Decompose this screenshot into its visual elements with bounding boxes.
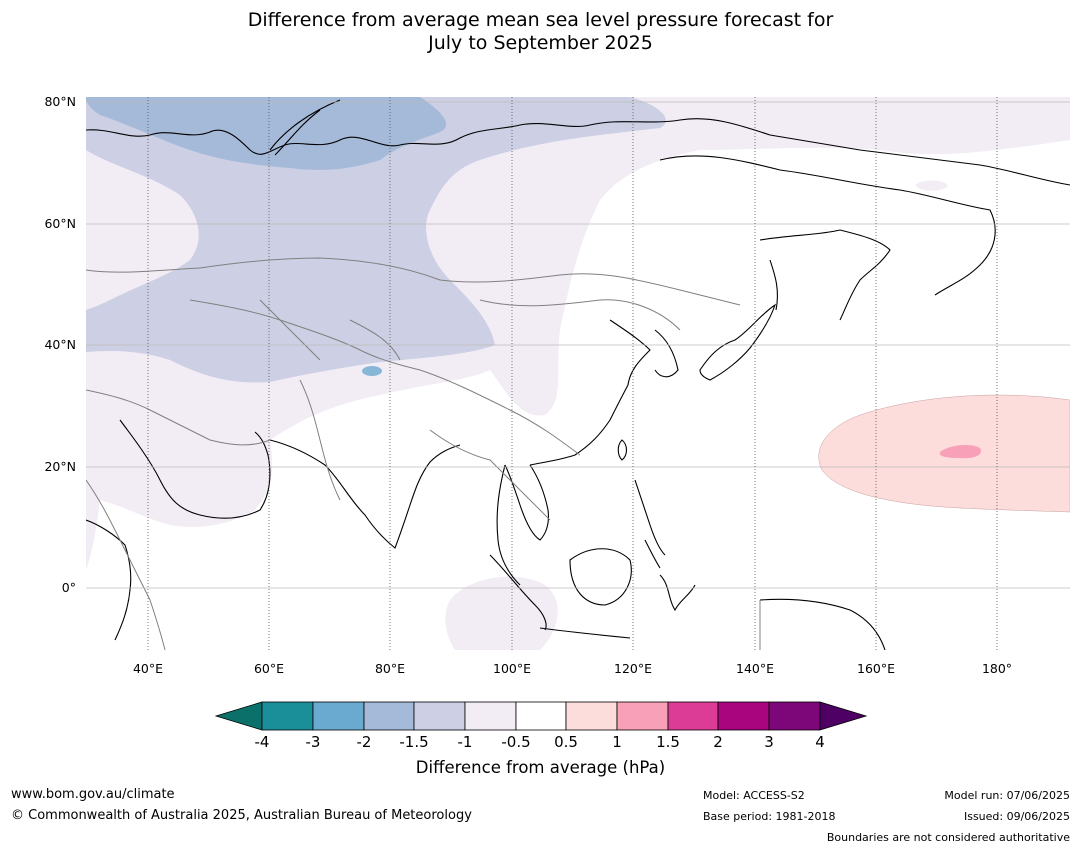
colorbar-swatch: [616, 701, 669, 731]
lat-label: 40°N: [44, 337, 76, 352]
colorbar-tick-label: -3: [305, 733, 321, 751]
colorbar-tick-label: 3: [764, 733, 774, 751]
title-line-1: Difference from average mean sea level p…: [247, 9, 834, 31]
anomaly-region-minus-0.5-ne: [660, 97, 1070, 155]
lon-label: 40°E: [132, 661, 164, 676]
base-period: Base period: 1981-2018: [703, 810, 836, 823]
lat-label: 0°: [61, 580, 76, 595]
lat-label: 60°N: [44, 216, 76, 231]
lat-label: 20°N: [44, 459, 76, 474]
colorbar-tick-label: -1.5: [399, 733, 429, 751]
title-line-2: July to September 2025: [428, 32, 653, 54]
colorbar-tick-label: -2: [356, 733, 372, 751]
anomaly-region-minus-0.5-sea: [445, 576, 558, 650]
lon-label: 80°E: [374, 661, 406, 676]
colorbar-extend-high: [819, 701, 868, 731]
anomaly-region-minus-0.5-pac: [915, 180, 948, 191]
chart-title: Difference from average mean sea level p…: [0, 9, 1081, 55]
colorbar-tick-label: 1: [612, 733, 622, 751]
colorbar-swatch: [717, 701, 770, 731]
colorbar-tick-label: -4: [254, 733, 270, 751]
lon-label: 180°: [981, 661, 1013, 676]
colorbar-tick-label: -1: [457, 733, 473, 751]
colorbar-swatch: [312, 701, 365, 731]
colorbar-title: Difference from average (hPa): [415, 758, 666, 777]
colorbar-swatch: [464, 701, 517, 731]
colorbar-tick-label: 0.5: [554, 733, 578, 751]
colorbar-swatch: [667, 701, 719, 731]
anomaly-region-plus-1: [939, 444, 981, 459]
model-name: Model: ACCESS-S2: [703, 789, 805, 802]
colorbar-swatch: [363, 701, 415, 731]
boundary-disclaimer: Boundaries are not considered authoritat…: [826, 831, 1070, 844]
colorbar-tick-label: 1.5: [656, 733, 680, 751]
lon-label: 100°E: [492, 661, 532, 676]
lat-label: 80°N: [44, 94, 76, 109]
lon-label: 120°E: [613, 661, 653, 676]
lon-label: 160°E: [856, 661, 896, 676]
copyright-text: © Commonwealth of Australia 2025, Austra…: [11, 808, 472, 823]
gridlines: [86, 97, 1070, 650]
issued-date: Issued: 09/06/2025: [963, 810, 1070, 823]
colorbar-tick-label: 4: [815, 733, 825, 751]
colorbar-swatch: [565, 701, 618, 731]
colorbar-tick-label: -0.5: [501, 733, 531, 751]
anomaly-spot-minus-2: [362, 366, 382, 376]
colorbar-swatch: [261, 701, 314, 731]
colorbar-extend-low: [214, 701, 263, 731]
website-link[interactable]: www.bom.gov.au/climate: [11, 787, 175, 802]
map-area: [86, 97, 1070, 650]
colorbar-swatch: [515, 701, 567, 731]
colorbar-swatch: [768, 701, 821, 731]
lon-label: 140°E: [735, 661, 775, 676]
country-borders: [86, 257, 761, 650]
lon-label: 60°E: [253, 661, 285, 676]
model-run-date: Model run: 07/06/2025: [944, 789, 1070, 802]
colorbar-tick-label: 2: [713, 733, 723, 751]
anomaly-region-minus-1: [86, 97, 666, 383]
colorbar-swatch: [413, 701, 466, 731]
colorbar: [214, 701, 868, 731]
anomaly-region-minus-1.5: [86, 97, 447, 170]
